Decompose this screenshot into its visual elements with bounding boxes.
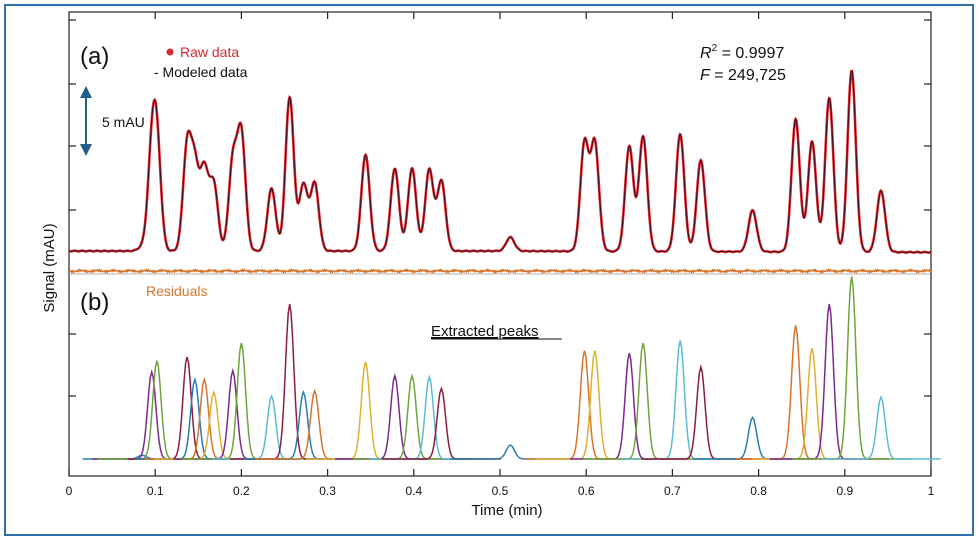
x-axis-label: Time (min) bbox=[471, 502, 542, 519]
extracted-peak-21 bbox=[535, 350, 655, 460]
legend-model-label: - Modeled data bbox=[154, 64, 248, 80]
axes: 0 0.1 0.2 0.3 0.4 0.5 0.6 0.7 0.8 0.9 1 bbox=[66, 11, 935, 498]
extracted-peak-10 bbox=[211, 393, 332, 460]
extracted-peak-28 bbox=[752, 347, 872, 460]
extracted-peak-19 bbox=[450, 444, 570, 460]
chromatogram-chart: 0 0.1 0.2 0.3 0.4 0.5 0.6 0.7 0.8 0.9 1 5 mAU (a) … bbox=[41, 11, 941, 519]
extracted-peak-31 bbox=[821, 395, 941, 460]
f-prefix: F bbox=[700, 67, 711, 84]
raw-data-marker bbox=[166, 48, 174, 56]
r-squared-stat: R2 = 0.9997 bbox=[700, 43, 784, 62]
extracted-peak-11 bbox=[230, 303, 350, 460]
f-stat: F = 249,725 bbox=[700, 67, 786, 84]
modeled-data-trace bbox=[69, 70, 931, 253]
x-tick-label: 0 bbox=[66, 484, 73, 498]
panel-a-label: (a) bbox=[80, 43, 109, 70]
legend-raw-label: Raw data bbox=[180, 44, 239, 60]
scale-bar-label: 5 mAU bbox=[102, 114, 145, 130]
r2-prefix: R bbox=[700, 45, 712, 62]
y-axis-label: Signal (mAU) bbox=[41, 223, 58, 312]
x-tick-label: 0.1 bbox=[147, 484, 164, 498]
extracted-peak-12 bbox=[243, 389, 364, 460]
extracted-peak-30 bbox=[792, 276, 912, 460]
x-tick-label: 1 bbox=[928, 484, 935, 498]
extracted-peak-25 bbox=[641, 364, 761, 460]
x-tick-label: 0.5 bbox=[492, 484, 509, 498]
f-value: = 249,725 bbox=[710, 67, 786, 84]
x-tick-label: 0.4 bbox=[405, 484, 422, 498]
residuals-trace bbox=[68, 268, 932, 274]
r2-value: = 0.9997 bbox=[717, 45, 784, 62]
x-tick-label: 0.2 bbox=[233, 484, 250, 498]
extracted-peak-20 bbox=[524, 350, 645, 460]
r2-superscript: 2 bbox=[712, 43, 718, 54]
residuals-label: Residuals bbox=[146, 283, 207, 299]
x-tick-label: 0.9 bbox=[836, 484, 853, 498]
traces bbox=[68, 69, 932, 275]
extracted-peaks-group bbox=[82, 276, 941, 460]
panel-b-label: (b) bbox=[80, 289, 109, 316]
extracted-peaks-label: Extracted peaks bbox=[431, 323, 539, 340]
raw-data-trace bbox=[68, 69, 932, 254]
extracted-peak-17 bbox=[369, 374, 489, 460]
figure-frame: 0 0.1 0.2 0.3 0.4 0.5 0.6 0.7 0.8 0.9 1 5 mAU (a) … bbox=[4, 4, 974, 536]
scale-bar bbox=[80, 86, 92, 156]
x-tick-label: 0.7 bbox=[664, 484, 681, 498]
x-tick-label: 0.8 bbox=[750, 484, 767, 498]
extracted-peak-7 bbox=[154, 389, 274, 460]
x-tick-label: 0.3 bbox=[319, 484, 336, 498]
x-tick-label: 0.6 bbox=[578, 484, 595, 498]
